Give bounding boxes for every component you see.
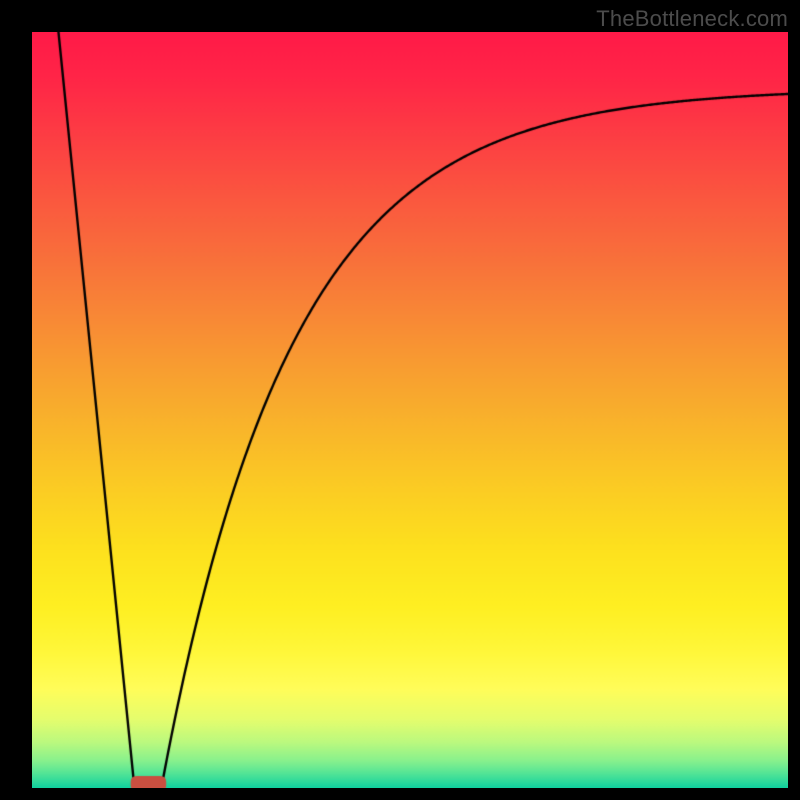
chart-frame: TheBottleneck.com	[0, 0, 800, 800]
watermark-label: TheBottleneck.com	[596, 6, 788, 32]
plot-area	[32, 32, 788, 788]
bottleneck-curve	[32, 32, 788, 788]
